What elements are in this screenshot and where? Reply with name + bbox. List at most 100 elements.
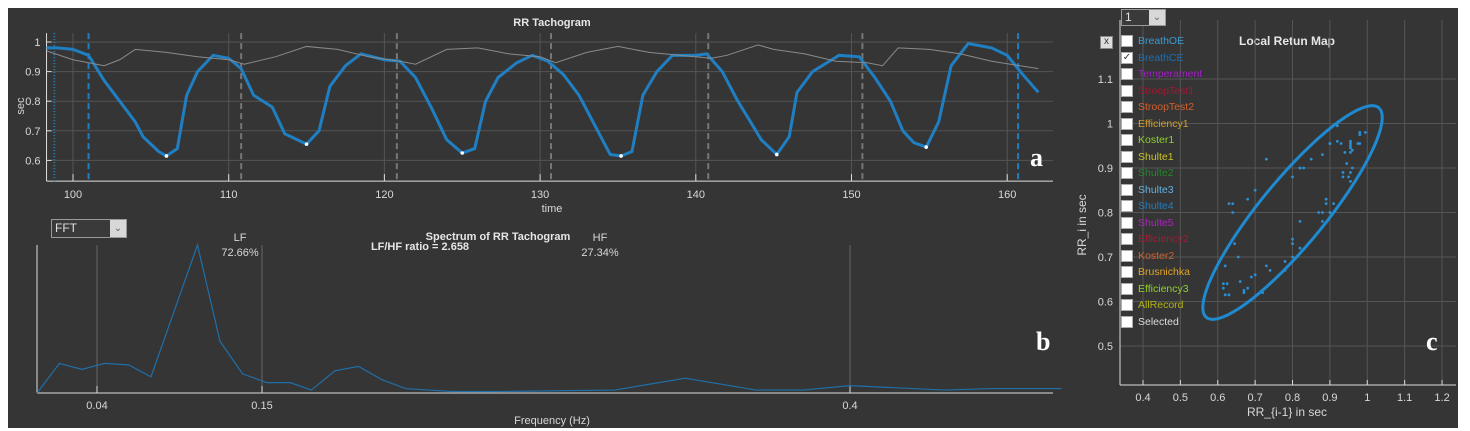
- return-map-point: [1223, 293, 1227, 297]
- legend-item[interactable]: StroopTest1: [1121, 84, 1194, 98]
- chevron-down-icon[interactable]: ⌄: [1149, 10, 1165, 25]
- method-select-value: FFT: [55, 221, 77, 235]
- close-legend-button[interactable]: x: [1100, 36, 1113, 49]
- legend-item[interactable]: Brusnichka: [1121, 265, 1190, 279]
- legend-checkbox[interactable]: [1121, 249, 1133, 262]
- legend-checkbox[interactable]: [1121, 282, 1133, 295]
- x-tick-label: 0.4: [1135, 392, 1150, 404]
- return-map-point: [1227, 202, 1231, 206]
- legend-item[interactable]: Selected: [1121, 315, 1179, 329]
- lf-hf-ratio: LF/HF ratio = 2.658: [371, 241, 469, 253]
- y-tick-label: 1.1: [1098, 74, 1113, 86]
- rr-minimum-point: [924, 145, 929, 149]
- legend-checkbox[interactable]: [1121, 233, 1133, 245]
- return-map-point: [1335, 139, 1339, 143]
- legend-checkbox[interactable]: ✓: [1121, 51, 1133, 64]
- legend-checkbox[interactable]: [1121, 299, 1133, 311]
- legend-item[interactable]: StroopTest2: [1121, 100, 1194, 114]
- legend-item[interactable]: Koster1: [1121, 133, 1174, 147]
- return-map-point: [1364, 131, 1367, 134]
- legend-checkbox[interactable]: [1121, 150, 1133, 163]
- tachogram-xlabel: time: [542, 203, 563, 215]
- return-map-point: [1328, 211, 1332, 214]
- lf-percent: 72.66%: [221, 247, 259, 259]
- legend-item[interactable]: Koster2: [1121, 249, 1174, 263]
- return-map-point: [1298, 220, 1302, 223]
- return-map-point: [1332, 202, 1336, 206]
- panel-label-a: a: [1030, 143, 1043, 172]
- rr-minimum-point: [304, 142, 309, 146]
- x-tick-label: 120: [375, 189, 393, 201]
- return-map-point: [1358, 131, 1362, 134]
- chevron-down-icon[interactable]: ⌄: [110, 220, 126, 237]
- return-map-point: [1324, 202, 1328, 206]
- legend-checkbox[interactable]: [1121, 134, 1133, 146]
- spectrum-xlabel: Frequency (Hz): [514, 415, 590, 427]
- legend-item[interactable]: Shulte2: [1121, 166, 1174, 180]
- legend-label: BreathOE: [1138, 35, 1185, 47]
- y-tick-label: 0.9: [1098, 163, 1113, 175]
- return-map-point: [1233, 242, 1236, 246]
- legend-label: Brusnichka: [1138, 266, 1190, 278]
- return-map-point: [1317, 211, 1321, 214]
- legend-checkbox[interactable]: [1121, 315, 1133, 328]
- legend-item[interactable]: Shulte1: [1121, 150, 1174, 164]
- legend-checkbox[interactable]: [1121, 266, 1133, 278]
- legend-label: Shulte4: [1138, 200, 1174, 212]
- legend-label: Shulte3: [1138, 183, 1174, 196]
- legend-checkbox[interactable]: [1121, 167, 1133, 179]
- method-select[interactable]: FFT ⌄: [51, 219, 127, 238]
- legend-checkbox[interactable]: [1121, 68, 1133, 80]
- legend-checkbox[interactable]: [1121, 117, 1133, 130]
- confidence-ellipse: [1201, 104, 1384, 321]
- y-tick-label: 0.6: [1098, 297, 1113, 309]
- legend-checkbox[interactable]: [1121, 216, 1133, 229]
- return-map-xlabel: RR_{i-1} in sec: [1247, 405, 1327, 419]
- legend-checkbox[interactable]: [1121, 183, 1133, 196]
- legend-item[interactable]: Efficiency1: [1121, 117, 1189, 131]
- hf-percent: 27.34%: [581, 247, 619, 259]
- x-tick-label: 0.7: [1247, 392, 1262, 404]
- spectrum-chart: Spectrum of RR Tachogram LF/HF ratio = 2…: [36, 231, 1062, 427]
- legend-item[interactable]: Efficiency2: [1121, 232, 1189, 246]
- y-tick-label: 0.6: [25, 155, 40, 167]
- legend-item[interactable]: BreathOE: [1121, 34, 1184, 48]
- return-map-point: [1242, 288, 1246, 292]
- legend-item[interactable]: Shulte3: [1121, 183, 1174, 197]
- rr-series-line: [46, 41, 1040, 158]
- record-select-value: 1: [1125, 10, 1132, 24]
- legend-checkbox[interactable]: [1121, 35, 1133, 47]
- legend-item[interactable]: Efficiency3: [1121, 282, 1189, 296]
- return-map-point: [1298, 246, 1302, 250]
- y-tick-label: 1: [1107, 119, 1113, 131]
- legend-label: AllRecord: [1138, 299, 1184, 311]
- y-tick-label: 0.5: [1098, 341, 1113, 353]
- legend-item[interactable]: AllRecord: [1121, 298, 1184, 312]
- legend-label: Shulte2: [1138, 167, 1174, 179]
- tachogram-title: RR Tachogram: [513, 17, 591, 29]
- legend-checkbox[interactable]: [1121, 84, 1133, 97]
- return-map-point: [1225, 282, 1229, 286]
- return-map-point: [1250, 275, 1253, 279]
- legend-item[interactable]: Shulte5: [1121, 216, 1174, 230]
- return-map-point: [1321, 220, 1324, 223]
- legend-item[interactable]: Shulte4: [1121, 199, 1174, 213]
- return-map-point: [1309, 157, 1313, 161]
- record-select[interactable]: 1 ⌄: [1121, 9, 1166, 26]
- return-map-point: [1358, 142, 1362, 145]
- legend-checkbox[interactable]: [1121, 200, 1133, 212]
- legend-checkbox[interactable]: [1121, 101, 1133, 113]
- return-map-point: [1349, 179, 1352, 183]
- return-map-point: [1221, 282, 1225, 286]
- lf-label: LF: [234, 232, 247, 244]
- legend-label: Shulte1: [1138, 150, 1174, 163]
- legend-item[interactable]: ✓ BreathCE: [1121, 51, 1184, 65]
- y-tick-label: 0.7: [1098, 252, 1113, 264]
- legend-item[interactable]: Temperament: [1121, 67, 1202, 81]
- x-tick-label: 150: [842, 189, 860, 201]
- legend-label: Koster1: [1138, 134, 1175, 146]
- return-map-point: [1339, 142, 1343, 145]
- x-tick-label: 0.5: [1173, 392, 1188, 404]
- x-tick-label: 0.6: [1210, 392, 1225, 404]
